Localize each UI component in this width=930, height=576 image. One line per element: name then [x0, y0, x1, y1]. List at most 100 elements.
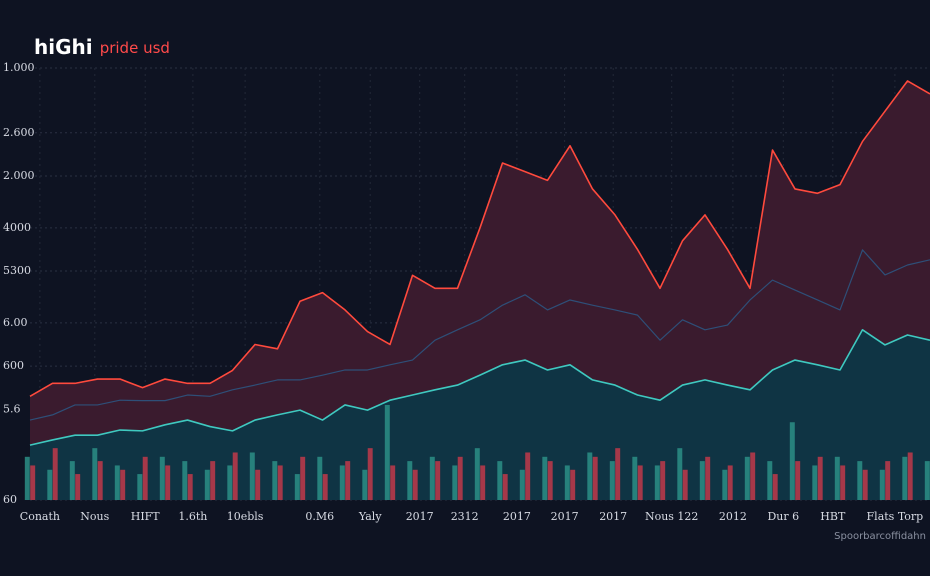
volume-bar: [660, 461, 666, 500]
volume-bar: [452, 465, 458, 500]
volume-bar: [817, 456, 823, 500]
volume-bar: [187, 474, 193, 500]
x-tick-label: Flats Torp: [867, 510, 924, 523]
volume-bar: [699, 461, 705, 500]
volume-bar: [367, 448, 373, 500]
volume-bar: [317, 456, 323, 500]
volume-bar: [722, 469, 728, 500]
area-line: [29, 249, 930, 421]
volume-bar: [902, 456, 908, 500]
y-tick-label: 5.6: [3, 402, 21, 415]
volume-bar: [767, 461, 773, 500]
volume-bar: [69, 461, 75, 500]
volume-bar: [384, 404, 390, 500]
x-tick-label: 1.6th: [178, 510, 207, 523]
volume-bar: [277, 465, 283, 500]
subtitle: pride usd: [100, 39, 170, 57]
price-line: [29, 80, 930, 398]
volume-bar: [294, 474, 300, 500]
volume-bar: [637, 465, 643, 500]
volume-bar: [345, 461, 351, 500]
y-tick-label: 2.600: [3, 126, 35, 139]
volume-bar: [502, 474, 508, 500]
volume-bar: [924, 461, 930, 500]
volume-bar: [97, 461, 103, 500]
volume-bar: [772, 474, 778, 500]
volume-bar: [564, 465, 570, 500]
price-line: [29, 328, 930, 446]
x-tick-label: 2017: [599, 510, 627, 523]
x-tick-label: 10ebls: [227, 510, 264, 523]
volume-bar: [435, 461, 441, 500]
volume-bar: [480, 465, 486, 500]
volume-bar: [120, 469, 126, 500]
source-note: Spoorbarcoffidahn: [834, 531, 926, 542]
volume-bar: [47, 469, 53, 500]
volume-bar: [407, 461, 413, 500]
volume-bar: [249, 452, 255, 500]
volume-bar: [390, 465, 396, 500]
area-fill: [30, 329, 930, 500]
volume-bar: [30, 465, 36, 500]
x-tick-label: Nous 122: [645, 510, 698, 523]
volume-bar: [744, 456, 750, 500]
volume-bar: [834, 456, 840, 500]
volume-bar: [812, 465, 818, 500]
volume-bar: [114, 465, 120, 500]
y-tick-label: 4000: [3, 221, 31, 234]
volume-bar: [137, 474, 143, 500]
volume-bar: [52, 448, 58, 500]
volume-bar: [255, 469, 261, 500]
x-tick-label: Nous: [80, 510, 109, 523]
x-tick-label: 2017: [551, 510, 579, 523]
volume-bar: [272, 461, 278, 500]
volume-bar: [857, 461, 863, 500]
volume-bar: [682, 469, 688, 500]
x-tick-label: 2312: [451, 510, 479, 523]
y-tick-label: 6.00: [3, 316, 28, 329]
chart-title: hiGhi pride usd: [34, 35, 170, 59]
volume-bar: [142, 456, 148, 500]
y-tick-label: 60: [3, 493, 17, 506]
volume-bar: [165, 465, 171, 500]
volume-bar: [677, 448, 683, 500]
x-tick-label: HBT: [820, 510, 846, 523]
volume-bar: [24, 456, 30, 500]
volume-bar: [632, 456, 638, 500]
volume-bar: [92, 448, 98, 500]
x-tick-label: Dur 6: [767, 510, 799, 523]
y-tick-label: 5300: [3, 264, 31, 277]
volume-bar: [750, 452, 756, 500]
volume-bar: [457, 456, 463, 500]
volume-bar: [339, 465, 345, 500]
volume-bar: [232, 452, 238, 500]
title: hiGhi: [34, 35, 93, 59]
volume-bar: [429, 456, 435, 500]
volume-bar: [885, 461, 891, 500]
volume-bar: [862, 469, 868, 500]
volume-bar: [300, 456, 306, 500]
volume-bar: [592, 456, 598, 500]
volume-bar: [907, 452, 913, 500]
y-tick-label: 600: [3, 359, 24, 372]
volume-bar: [609, 461, 615, 500]
volume-bar: [727, 465, 733, 500]
y-tick-label: 1.000: [3, 61, 35, 74]
volume-bar: [497, 461, 503, 500]
volume-bar: [474, 448, 480, 500]
volume-bar: [705, 456, 711, 500]
volume-bar: [795, 461, 801, 500]
volume-bar: [322, 474, 328, 500]
volume-bar: [654, 465, 660, 500]
x-tick-label: HIFT: [131, 510, 161, 523]
x-tick-label: 0.M6: [305, 510, 334, 523]
volume-bar: [615, 448, 621, 500]
volume-bar: [547, 461, 553, 500]
volume-bar: [182, 461, 188, 500]
x-tick-label: 2012: [719, 510, 747, 523]
volume-bar: [570, 469, 576, 500]
volume-bar: [840, 465, 846, 500]
volume-bar: [412, 469, 418, 500]
